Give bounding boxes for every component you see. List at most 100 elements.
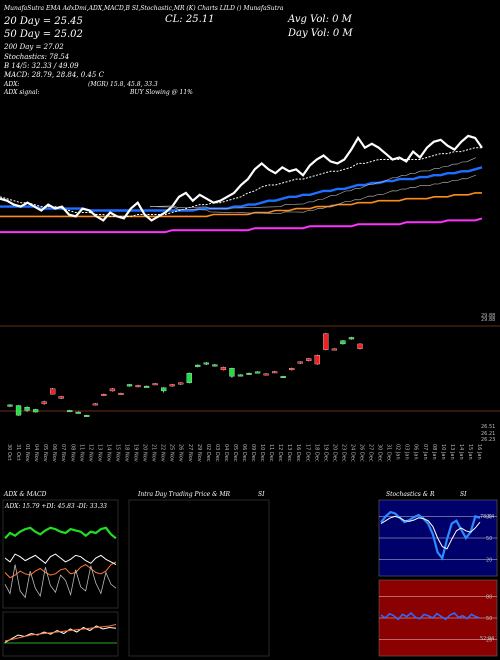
- candle-body: [203, 362, 209, 365]
- date-label: 13 Jan: [449, 444, 455, 460]
- si-value-label: 52.94: [480, 636, 494, 642]
- date-label: 01 Nov: [24, 444, 30, 462]
- date-label: 04 Dec: [223, 444, 229, 462]
- date-label: 02 Jan: [395, 444, 401, 460]
- candle-y-label: 29.88: [481, 313, 495, 319]
- date-label: 07 Nov: [60, 444, 66, 462]
- si-tick-label: 20: [486, 638, 492, 644]
- date-label: 06 Dec: [241, 444, 247, 462]
- candle-body: [58, 396, 64, 399]
- si-lines: 80 50 20: [379, 594, 497, 644]
- date-label: 16 Dec: [295, 444, 301, 462]
- ma20-label: 20 Day = 25.45: [3, 16, 83, 27]
- date-label: 16 Jan: [476, 444, 482, 460]
- date-label: 18 Dec: [313, 444, 319, 462]
- adx-label: ADX:: [3, 81, 19, 88]
- candle-body: [169, 384, 175, 387]
- candle-body: [314, 355, 320, 365]
- candle-body: [161, 387, 167, 392]
- date-label: 19 Dec: [322, 444, 328, 462]
- date-label: 11 Dec: [268, 444, 274, 462]
- intraday-panel-frame: [128, 499, 270, 657]
- date-label: 13 Dec: [286, 444, 292, 462]
- adx-lines: [4, 526, 117, 599]
- candle-body: [84, 415, 90, 417]
- date-label: 18 Nov: [124, 444, 130, 462]
- date-label: 30 Dec: [377, 444, 383, 462]
- ema-magenta-line: [0, 217, 483, 234]
- close-label: CL: 25.11: [165, 14, 214, 25]
- date-label: 15 Nov: [115, 444, 121, 462]
- ema-orange-line: [0, 192, 482, 218]
- date-label: 14 Nov: [105, 444, 111, 462]
- macd-signal-line: [4, 624, 117, 642]
- stochastics-lines: 80 50 20: [379, 510, 497, 564]
- date-label: 31 Dec: [386, 444, 392, 462]
- candle-body: [126, 384, 133, 387]
- si-line: [380, 611, 481, 621]
- candle-y-label: 26.51: [481, 424, 495, 430]
- date-label: 05 Nov: [42, 444, 48, 462]
- candle-body: [7, 404, 13, 407]
- date-label: 17 Dec: [304, 444, 310, 462]
- adx-inline-values: ADX: 15.79 +DI: 45.83 -DI: 33.33: [4, 503, 107, 510]
- macd-lines: [4, 624, 117, 644]
- date-axis: 30 Oct 31 Oct 01 Nov 04 Nov 05 Nov 06 Nov 07 N…: [6, 444, 482, 462]
- date-label: 14 Jan: [458, 444, 464, 460]
- candle-y-label: 26.23: [481, 437, 495, 443]
- candle-body: [143, 385, 150, 388]
- bb-label: B 14/5: 32.33 / 49.09: [3, 62, 79, 70]
- macd-panel-frame: [2, 611, 119, 657]
- stoch-tick-label: 20: [486, 558, 492, 564]
- si-mid-title: SI: [258, 491, 265, 498]
- stoch-si-title: SI: [460, 491, 467, 498]
- candle-body: [118, 393, 124, 395]
- candle-body: [101, 394, 107, 396]
- candle-body: [237, 374, 244, 377]
- date-label: 27 Dec: [368, 444, 374, 462]
- candle-body: [246, 372, 252, 375]
- stochastics-label: Stochastics: 78.54: [4, 53, 69, 61]
- candle-body: [41, 401, 47, 404]
- stoch-value-label: 78.54: [480, 514, 494, 520]
- date-label: 10 Dec: [259, 444, 265, 462]
- candle-body: [280, 376, 286, 379]
- date-label: 05 Dec: [232, 444, 238, 462]
- candle-body: [109, 388, 116, 392]
- candle-body: [331, 348, 338, 351]
- date-label: 08 Nov: [69, 444, 75, 462]
- date-label: 26 Nov: [178, 444, 184, 462]
- ma200-label: 200 Day = 27.02: [3, 43, 64, 51]
- date-label: 25 Nov: [169, 444, 175, 462]
- date-label: 13 Nov: [96, 444, 102, 462]
- stoch-panel-title: Stochastics & R: [386, 491, 435, 498]
- indicator-line: MunafaSutra EMA AdxDmi,ADX,MACD,B SI,Sto…: [3, 5, 284, 12]
- si-tick-label: 80: [486, 594, 492, 600]
- ema-grey-line-1: [149, 174, 477, 214]
- date-label: 12 Dec: [277, 444, 283, 462]
- date-label: 22 Nov: [160, 444, 166, 462]
- candle-body: [195, 364, 201, 367]
- adx-line: [4, 526, 117, 540]
- candle-body: [297, 361, 303, 364]
- candle-body: [263, 373, 269, 376]
- candle-body: [75, 411, 81, 414]
- date-label: 03 Dec: [214, 444, 220, 462]
- date-label: 20 Dec: [331, 444, 337, 462]
- adx-osc-line: [4, 564, 117, 599]
- date-label: 06 Jan: [413, 444, 419, 460]
- date-label: 31 Oct: [15, 444, 21, 461]
- candle-body: [357, 343, 363, 349]
- date-label: 02 Dec: [205, 444, 211, 462]
- candle-body: [212, 364, 218, 367]
- macd-label: MACD: 28.79, 28.84, 0.45 C: [3, 71, 105, 79]
- adx-signal-label: ADX signal:: [3, 89, 40, 96]
- avg-vol-label: Avg Vol: 0 M: [287, 14, 353, 25]
- candle-body: [92, 403, 99, 406]
- stoch-tick-label: 80: [486, 514, 492, 520]
- date-label: 15 Jan: [467, 444, 473, 460]
- price-panel: [0, 134, 483, 234]
